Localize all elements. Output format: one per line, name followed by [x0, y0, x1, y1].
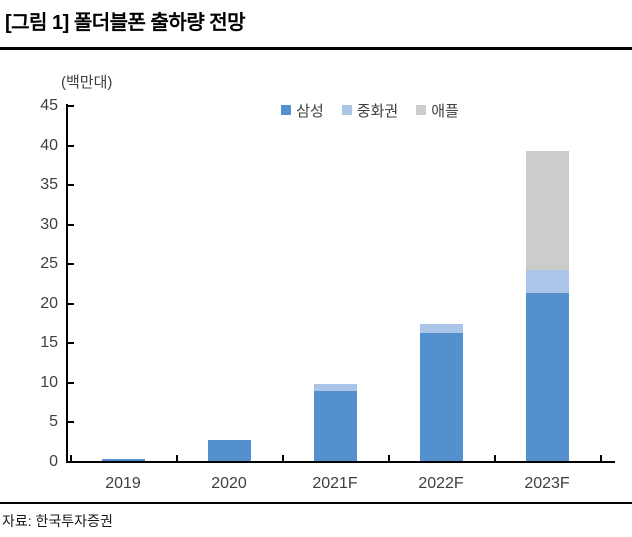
- bar-segment-2021F-중화권: [313, 384, 357, 391]
- bar-segment-2020-삼성: [207, 439, 251, 462]
- bar-segment-2019-삼성: [101, 458, 145, 462]
- x-tick-mark: [70, 455, 72, 462]
- y-tick-mark: [68, 381, 74, 384]
- y-tick-label: 45: [40, 97, 58, 114]
- x-tick-mark: [600, 455, 602, 462]
- y-tick-label: 10: [40, 373, 58, 391]
- y-tick-mark: [68, 223, 74, 226]
- legend-label: 애플: [431, 102, 459, 120]
- x-category-label: 2021F: [312, 475, 358, 492]
- legend-swatch-icon: [281, 105, 292, 115]
- bar-segment-2022F-삼성: [419, 333, 463, 462]
- y-tick-label: 5: [49, 413, 58, 431]
- y-tick-mark: [68, 263, 74, 266]
- x-tick-mark: [388, 455, 390, 462]
- y-tick-label: 20: [40, 294, 58, 312]
- y-tick-label: 30: [40, 215, 58, 233]
- x-category-label: 2020: [211, 475, 247, 492]
- y-tick-mark: [68, 421, 74, 424]
- legend-swatch-icon: [416, 105, 427, 115]
- x-tick-mark: [282, 455, 284, 462]
- y-tick-label: 40: [40, 136, 58, 154]
- y-tick-mark: [68, 105, 74, 107]
- figure-title: [그림 1] 폴더블폰 출하량 전망: [5, 12, 246, 34]
- x-tick-mark: [176, 455, 178, 462]
- legend-item-1: 삼성: [281, 100, 324, 121]
- y-tick-label: 35: [40, 176, 58, 194]
- chart-legend: 삼성 중화권 애플: [80, 100, 632, 120]
- y-tick-mark: [68, 184, 74, 187]
- legend-label: 중화권: [356, 102, 399, 120]
- x-tick-mark: [494, 455, 496, 462]
- bar-segment-2021F-삼성: [313, 390, 357, 462]
- bottom-divider: [0, 502, 632, 504]
- y-tick-label: 25: [40, 255, 58, 273]
- bar-segment-2023F-중화권: [525, 269, 569, 294]
- x-category-label: 2023F: [524, 475, 570, 492]
- x-category-label: 2019: [105, 475, 141, 492]
- legend-item-2: 중화권: [341, 100, 399, 121]
- bar-segment-2023F-삼성: [525, 293, 569, 462]
- y-tick-label: 15: [40, 334, 58, 352]
- legend-item-3: 애플: [416, 100, 459, 121]
- legend-label: 삼성: [296, 102, 324, 120]
- y-tick-mark: [68, 144, 74, 147]
- y-tick-label: 0: [49, 453, 58, 470]
- y-axis-unit-label: (백만대): [61, 74, 113, 91]
- x-axis-line: [66, 461, 615, 463]
- bar-segment-2022F-중화권: [419, 324, 463, 334]
- legend-swatch-icon: [341, 105, 352, 115]
- y-axis-line: [66, 104, 68, 463]
- y-tick-mark: [68, 342, 74, 345]
- x-category-label: 2022F: [418, 475, 464, 492]
- y-tick-mark: [68, 302, 74, 305]
- title-divider: [0, 47, 632, 50]
- bar-segment-2023F-애플: [525, 151, 569, 270]
- source-note: 자료: 한국투자증권: [2, 513, 113, 529]
